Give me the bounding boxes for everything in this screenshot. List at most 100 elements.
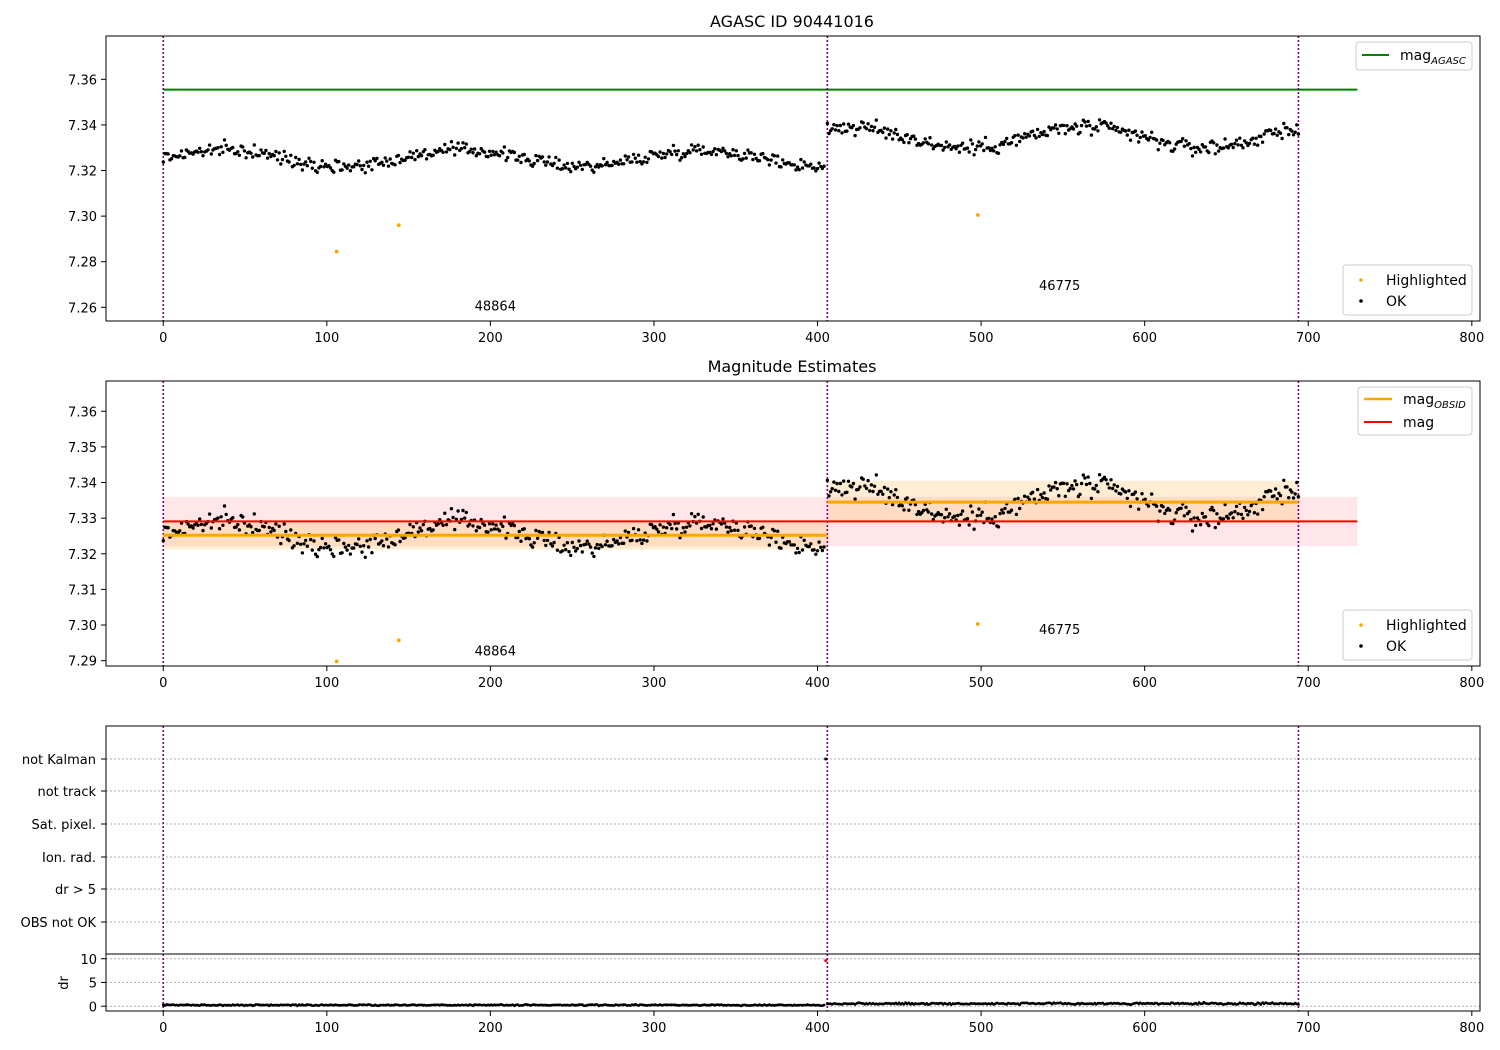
panel1-ok-point bbox=[845, 129, 849, 133]
panel1-ok-point bbox=[1215, 143, 1219, 147]
panel1-ok-point bbox=[217, 152, 222, 157]
panel2-legend-bottom-ok-label: OK bbox=[1386, 639, 1407, 655]
panel2-ok-point bbox=[333, 536, 338, 540]
panel1-ok-point bbox=[610, 163, 614, 168]
panel2-legend-mag-label: mag bbox=[1403, 415, 1434, 431]
panel2-ok-point bbox=[251, 530, 255, 535]
panel1-ok-point bbox=[772, 154, 777, 158]
panel2-ok-point bbox=[728, 525, 732, 530]
panel1-ok-point bbox=[264, 148, 268, 153]
panel2-ok-point bbox=[1269, 489, 1273, 493]
panel1-ok-point bbox=[623, 154, 627, 158]
panel1-ok-point bbox=[1207, 150, 1211, 155]
panel2-ok-point bbox=[411, 525, 415, 529]
panel2-ok-point bbox=[363, 555, 367, 559]
panel1-ok-point bbox=[724, 151, 729, 156]
panel1-ok-point bbox=[1273, 127, 1278, 131]
panel2-ok-point bbox=[729, 529, 733, 533]
panel2-ok-point bbox=[1233, 509, 1237, 514]
panel1-legend-bottom-ok-marker bbox=[1359, 299, 1363, 303]
panel1-ok-point bbox=[749, 151, 753, 155]
panel2-ok-point bbox=[471, 524, 475, 528]
panel1-ok-point bbox=[741, 157, 745, 161]
panel1-ok-point bbox=[383, 156, 387, 160]
dr-flag-point bbox=[824, 959, 828, 963]
panel2-ok-point bbox=[866, 478, 870, 483]
panel2-ok-point bbox=[959, 512, 963, 516]
panel1-ok-point bbox=[554, 155, 558, 160]
panel1-ok-point bbox=[833, 128, 838, 132]
panel2-ok-point bbox=[224, 512, 228, 517]
panel1-ok-point bbox=[689, 143, 694, 147]
panel2-ok-point bbox=[1109, 478, 1113, 482]
panel1-ok-point bbox=[794, 168, 798, 172]
panel2-ok-point bbox=[527, 537, 531, 541]
panel2-ok-point bbox=[1275, 497, 1279, 501]
panel1-ok-point bbox=[1234, 138, 1239, 142]
panel1-ok-point bbox=[671, 143, 676, 148]
panel1-ok-point bbox=[1256, 143, 1260, 147]
panel1-ok-point bbox=[729, 154, 733, 158]
panel1-ok-point bbox=[580, 167, 584, 172]
panel2-ytick-label: 7.36 bbox=[68, 405, 97, 420]
panel1-ok-point bbox=[630, 160, 634, 164]
panel1-ytick-label: 7.34 bbox=[68, 119, 97, 134]
panel2-ok-point bbox=[207, 512, 212, 516]
panel1-ok-point bbox=[912, 134, 916, 138]
panel1-ytick-label: 7.26 bbox=[68, 301, 97, 316]
panel2-ok-point bbox=[323, 542, 328, 546]
panel2-ok-point bbox=[1174, 511, 1178, 515]
panel1-ok-point bbox=[825, 121, 830, 126]
panel1-ok-point bbox=[874, 118, 878, 122]
panel2-ok-point bbox=[216, 516, 220, 520]
panel1-ok-point bbox=[461, 141, 465, 145]
panel2-ok-point bbox=[535, 536, 540, 540]
panel1-ok-point bbox=[453, 153, 457, 157]
panel1-ok-point bbox=[1239, 143, 1244, 147]
panel1-ok-point bbox=[352, 165, 356, 169]
panel1-ok-point bbox=[408, 150, 412, 154]
panel2-ok-point bbox=[972, 527, 976, 531]
panel1-ok-point bbox=[956, 144, 960, 148]
panel1-ok-point bbox=[1106, 124, 1110, 128]
panel1-ok-point bbox=[237, 153, 242, 157]
panel1-ok-point bbox=[746, 148, 750, 152]
panel1-highlighted-point bbox=[396, 223, 401, 228]
panel2-ok-point bbox=[701, 515, 705, 519]
panel1-ok-point bbox=[975, 144, 979, 148]
panel2-ok-point bbox=[431, 528, 435, 532]
panel2-ok-point bbox=[787, 540, 791, 544]
panel1-ok-point bbox=[694, 149, 699, 153]
panel1-xtick-label: 500 bbox=[969, 331, 994, 346]
panel1-ok-point bbox=[812, 166, 816, 170]
panel2-ok-point bbox=[524, 536, 528, 541]
panel1-ok-point bbox=[216, 146, 220, 150]
panel1-ok-point bbox=[332, 170, 336, 174]
panel1-ok-point bbox=[578, 163, 583, 167]
panel1-ok-point bbox=[617, 162, 621, 166]
panel2-ok-point bbox=[1119, 492, 1123, 496]
dr-frame bbox=[105, 953, 1481, 1012]
panel1-ok-point bbox=[802, 160, 806, 164]
panel1-ok-point bbox=[795, 165, 800, 169]
panel2-ok-point bbox=[332, 554, 336, 559]
panel2-ok-point bbox=[802, 538, 806, 542]
panel2-ok-point bbox=[610, 544, 614, 548]
panel2-ok-point bbox=[345, 548, 349, 552]
panel2-ok-point bbox=[1018, 506, 1022, 511]
panel2-ok-point bbox=[840, 493, 844, 497]
panel1-ok-point bbox=[320, 159, 324, 163]
panel1-ok-point bbox=[1172, 147, 1177, 151]
panel2-ok-point bbox=[1063, 494, 1068, 498]
panel2-ok-point bbox=[304, 538, 308, 543]
panel2-ok-point bbox=[1000, 508, 1004, 512]
panel1-ok-point bbox=[575, 165, 579, 169]
panel1-ok-point bbox=[1014, 143, 1019, 147]
panel1-ok-point bbox=[221, 150, 225, 154]
panel2-ok-point bbox=[1223, 502, 1227, 507]
panel1-ok-point bbox=[544, 163, 548, 167]
dr-point bbox=[1196, 1003, 1199, 1006]
panel1-ok-point bbox=[345, 166, 349, 170]
panel2-ok-point bbox=[279, 541, 283, 546]
panel2-ok-point bbox=[956, 513, 960, 518]
